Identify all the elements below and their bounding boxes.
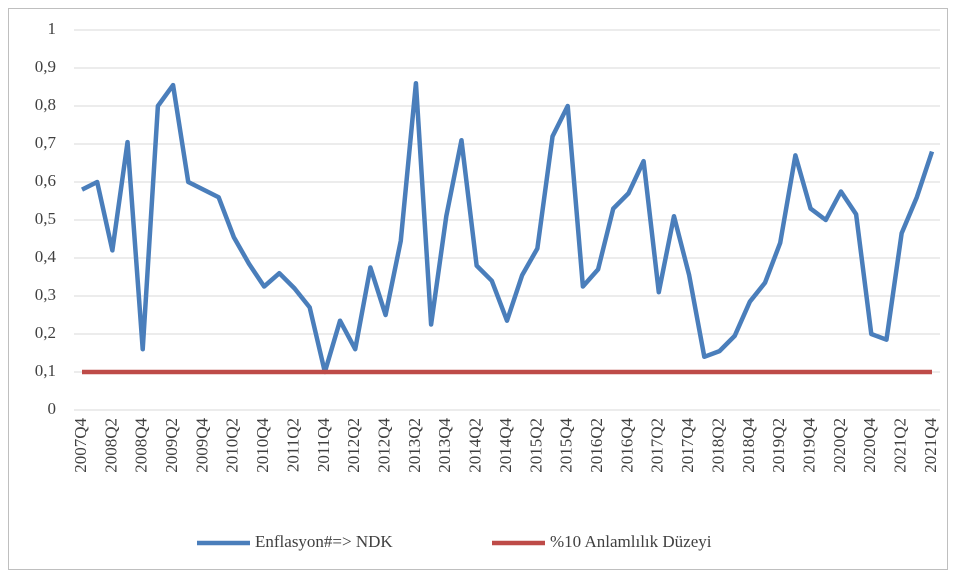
x-tick-label: 2017Q4 xyxy=(678,418,697,473)
y-tick-label: 0,9 xyxy=(35,57,56,76)
x-tick-label: 2010Q2 xyxy=(223,418,242,473)
legend-label: Enflasyon#=> NDK xyxy=(255,532,393,551)
y-tick-label: 0,8 xyxy=(35,95,56,114)
series-line xyxy=(80,80,935,375)
y-tick-label: 0,6 xyxy=(35,171,56,190)
chart-border xyxy=(8,8,948,570)
x-tick-label: 2017Q2 xyxy=(648,418,667,473)
x-tick-label: 2020Q4 xyxy=(860,418,879,473)
x-tick-label: 2013Q2 xyxy=(405,418,424,473)
x-tick-label: 2014Q4 xyxy=(496,418,515,473)
x-tick-label: 2007Q4 xyxy=(71,418,90,473)
x-tick-label: 2021Q2 xyxy=(891,418,910,473)
x-tick-label: 2010Q4 xyxy=(253,418,272,473)
x-tick-label: 2012Q4 xyxy=(374,418,393,473)
y-tick-label: 0,4 xyxy=(35,247,57,266)
x-tick-label: 2009Q2 xyxy=(162,418,181,473)
x-tick-label: 2012Q2 xyxy=(344,418,363,473)
x-tick-label: 2014Q2 xyxy=(466,418,485,473)
y-tick-label: 0,7 xyxy=(35,133,57,152)
y-tick-label: 0,3 xyxy=(35,285,56,304)
x-tick-label: 2009Q4 xyxy=(192,418,211,473)
x-tick-label: 2015Q2 xyxy=(526,418,545,473)
x-tick-label: 2015Q4 xyxy=(557,418,576,473)
y-tick-label: 0,2 xyxy=(35,323,56,342)
y-tick-label: 0 xyxy=(48,399,57,418)
x-tick-label: 2011Q2 xyxy=(283,418,302,472)
legend-label: %10 Anlamlılık Düzeyi xyxy=(550,532,712,551)
x-tick-label: 2019Q4 xyxy=(799,418,818,473)
x-tick-label: 2008Q2 xyxy=(101,418,120,473)
x-tick-label: 2018Q4 xyxy=(739,418,758,473)
x-tick-label: 2013Q4 xyxy=(435,418,454,473)
x-tick-label: 2021Q4 xyxy=(921,418,940,473)
x-tick-label: 2011Q4 xyxy=(314,418,333,473)
x-tick-label: 2018Q2 xyxy=(708,418,727,473)
x-tick-label: 2020Q2 xyxy=(830,418,849,473)
x-tick-label: 2008Q4 xyxy=(132,418,151,473)
y-tick-label: 0,5 xyxy=(35,209,56,228)
x-tick-label: 2016Q4 xyxy=(617,418,636,473)
y-tick-label: 1 xyxy=(48,19,57,38)
y-tick-label: 0,1 xyxy=(35,361,56,380)
x-tick-label: 2016Q2 xyxy=(587,418,606,473)
x-tick-label: 2019Q2 xyxy=(769,418,788,473)
